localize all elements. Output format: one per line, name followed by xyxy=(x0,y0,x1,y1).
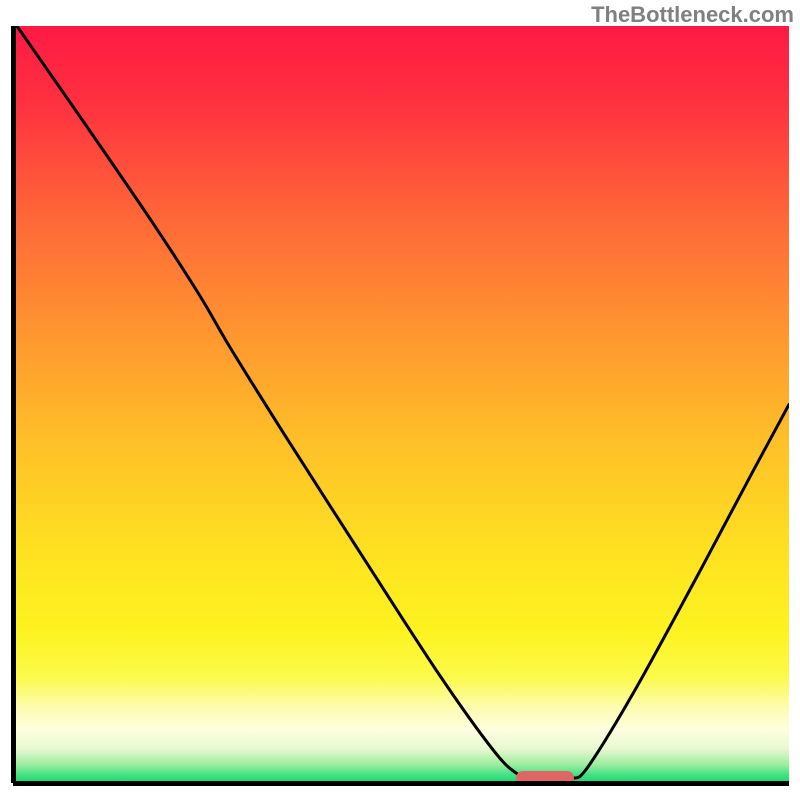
y-axis-line xyxy=(11,26,16,783)
chart-container: TheBottleneck.com xyxy=(0,0,800,800)
x-axis-line xyxy=(13,781,789,786)
plot-area xyxy=(13,26,789,783)
bottleneck-curve xyxy=(13,26,789,783)
watermark-text: TheBottleneck.com xyxy=(591,2,794,28)
